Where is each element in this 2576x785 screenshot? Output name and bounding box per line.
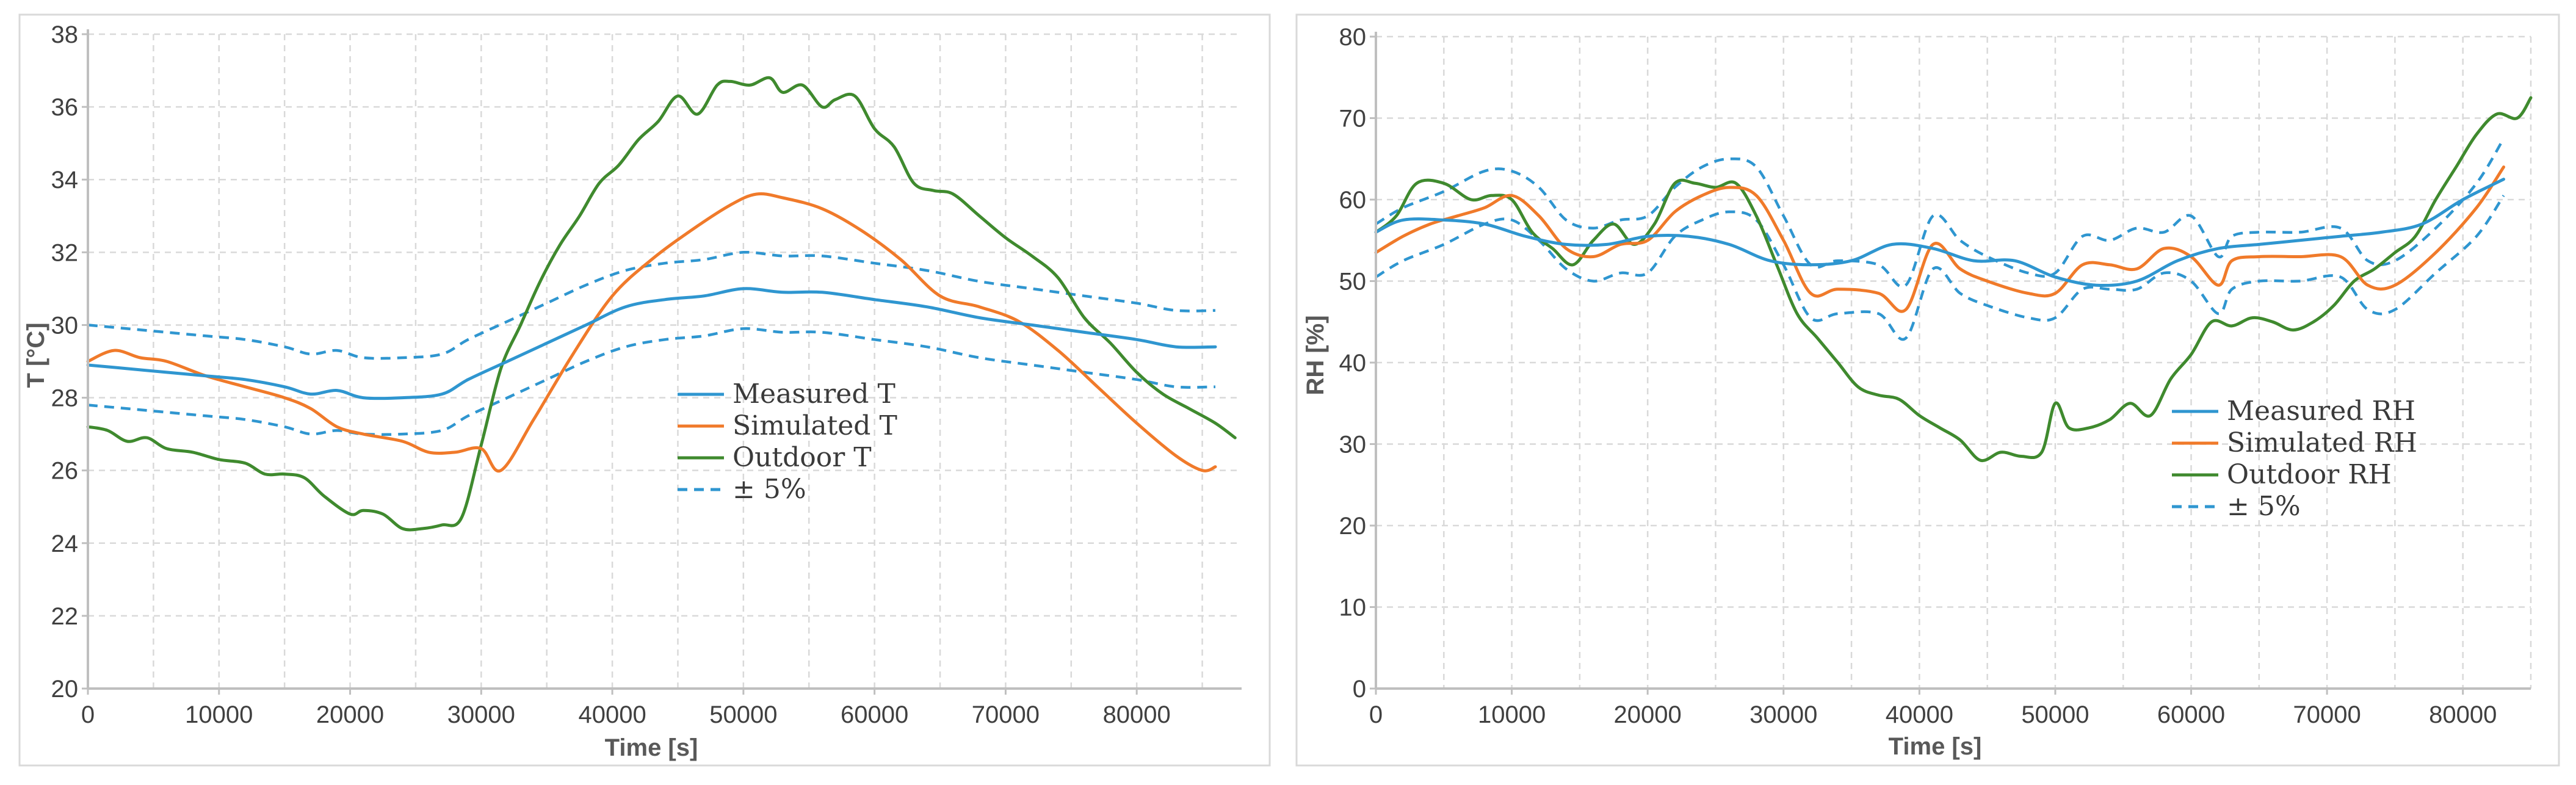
- humidity-series-outdoor-rh: [1374, 96, 2533, 463]
- temperature-x-tick-label: 0: [81, 701, 95, 728]
- humidity-y-tick-label: 60: [1339, 187, 1367, 214]
- temperature-chart: 20 22 24 26 28 30 32 34 36 38 0 10000 20000 30000 4000…: [18, 13, 1271, 767]
- humidity-y-tick-label: 10: [1339, 595, 1367, 621]
- humidity-y-tick-label: 20: [1339, 513, 1367, 540]
- humidity-x-tick-label: 40000: [1886, 701, 1953, 728]
- humidity-x-tick-label: 50000: [2021, 701, 2089, 728]
- temperature-legend-entry: ± 5%: [733, 474, 806, 505]
- temperature-y-tick-label: 28: [51, 385, 79, 412]
- humidity-chart-frame: [1295, 13, 2560, 767]
- humidity-y-tick-label: 70: [1339, 106, 1367, 132]
- temperature-y-tick-label: 22: [51, 603, 79, 630]
- temperature-series-measured-t: [86, 287, 1217, 400]
- temperature-x-tick-label: 50000: [709, 701, 777, 728]
- temperature-y-tick-label: 20: [51, 676, 79, 703]
- humidity-y-tick-label: 40: [1339, 350, 1367, 377]
- humidity-series-upper-band: [1375, 137, 2505, 288]
- humidity-y-tick-label: 50: [1339, 269, 1367, 295]
- humidity-x-tick-label: 10000: [1478, 701, 1546, 728]
- humidity-y-tick-label: 0: [1353, 676, 1366, 703]
- temperature-series-lower-band: [87, 327, 1216, 436]
- temperature-series-upper-band: [87, 250, 1216, 360]
- temperature-legend-entry: Measured T: [733, 378, 895, 410]
- temperature-y-tick-label: 34: [51, 167, 79, 194]
- temperature-y-tick-label: 24: [51, 530, 79, 557]
- temperature-legend-entry: Simulated T: [733, 410, 897, 441]
- humidity-chart: 0 10 20 30 40 50 60 70 80 0 10000 20000 30000 40000 50…: [1295, 13, 2560, 767]
- humidity-legend-entry: Outdoor RH: [2227, 459, 2392, 490]
- humidity-legend-entry: Simulated RH: [2227, 427, 2417, 458]
- humidity-legend-entry: ± 5%: [2227, 491, 2301, 522]
- humidity-x-axis-label: Time [s]: [1889, 733, 1982, 760]
- humidity-y-axis-label: RH [%]: [1302, 315, 1329, 395]
- temperature-series-outdoor-t: [86, 76, 1237, 532]
- humidity-series-measured-rh: [1374, 178, 2505, 288]
- temperature-y-tick-label: 38: [51, 21, 79, 48]
- temperature-x-tick-label: 40000: [578, 701, 646, 728]
- temperature-y-tick-label: 30: [51, 312, 79, 339]
- humidity-x-tick-label: 60000: [2157, 701, 2225, 728]
- temperature-x-tick-label: 10000: [185, 701, 253, 728]
- temperature-x-tick-label: 30000: [447, 701, 515, 728]
- temperature-x-tick-label: 20000: [316, 701, 384, 728]
- humidity-series-simulated-rh: [1374, 165, 2505, 313]
- humidity-x-tick-label: 30000: [1749, 701, 1817, 728]
- humidity-y-tick-label: 30: [1339, 432, 1367, 458]
- humidity-x-tick-label: 20000: [1614, 701, 1682, 728]
- temperature-y-tick-label: 26: [51, 458, 79, 485]
- humidity-y-tick-label: 80: [1339, 24, 1367, 51]
- temperature-x-tick-label: 80000: [1103, 701, 1171, 728]
- humidity-series-lower-band: [1375, 195, 2505, 341]
- temperature-chart-frame: [18, 13, 1271, 767]
- temperature-x-tick-label: 60000: [841, 701, 908, 728]
- temperature-series-simulated-t: [86, 192, 1217, 473]
- temperature-legend-entry: Outdoor T: [733, 442, 872, 473]
- humidity-x-tick-label: 80000: [2429, 701, 2497, 728]
- humidity-x-tick-label: 70000: [2293, 701, 2361, 728]
- temperature-x-axis-label: Time [s]: [605, 734, 698, 761]
- humidity-legend-entry: Measured RH: [2227, 396, 2415, 427]
- temperature-x-tick-label: 70000: [972, 701, 1040, 728]
- humidity-x-tick-label: 0: [1369, 701, 1383, 728]
- temperature-y-tick-label: 32: [51, 239, 79, 266]
- temperature-y-tick-label: 36: [51, 94, 79, 121]
- temperature-y-axis-label: T [°C]: [23, 322, 49, 388]
